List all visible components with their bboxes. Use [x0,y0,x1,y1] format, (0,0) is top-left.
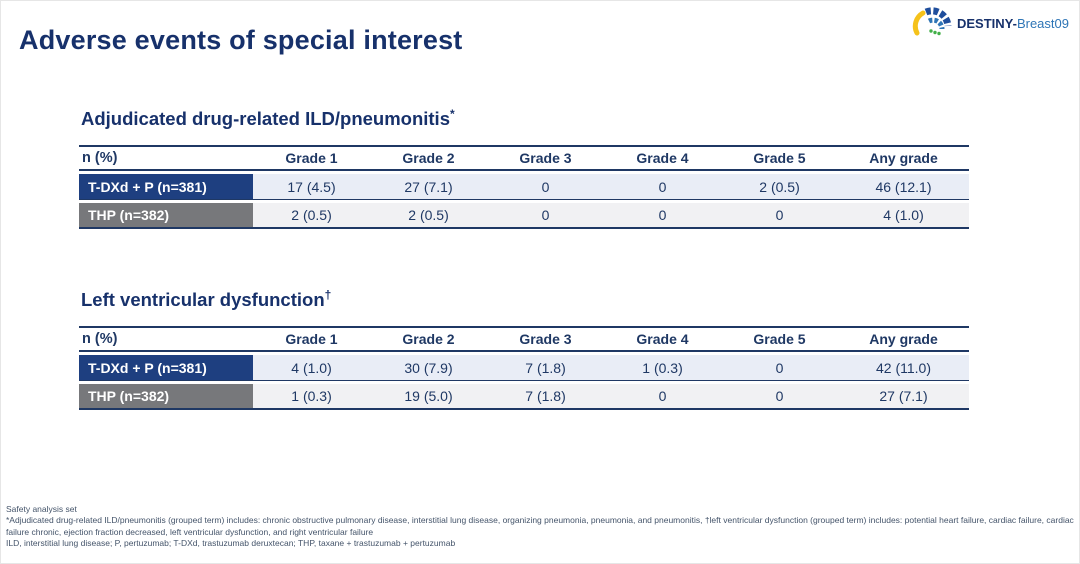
table-title-ild-suffix: * [450,107,455,121]
table-cell: 27 (7.1) [838,384,969,411]
table-cell: 4 (1.0) [253,355,370,382]
table-cell: 7 (1.8) [487,384,604,411]
footnotes: Safety analysis set *Adjudicated drug-re… [6,504,1078,550]
table-cell: 0 [721,384,838,411]
column-header-grade3: Grade 3 [487,145,604,172]
table-cell: 30 (7.9) [370,355,487,382]
column-header-grade4: Grade 4 [604,145,721,172]
table-title-ild-text: Adjudicated drug-related ILD/pneumonitis [81,108,450,130]
table-header-row: n (%) Grade 1 Grade 2 Grade 3 Grade 4 Gr… [79,145,969,172]
table-lv-dysfunction: n (%) Grade 1 Grade 2 Grade 3 Grade 4 Gr… [79,323,969,413]
table-cell: 27 (7.1) [370,174,487,201]
column-header-grade2: Grade 2 [370,326,487,353]
table-cell: 42 (11.0) [838,355,969,382]
table-cell: 0 [604,384,721,411]
column-header-any-grade: Any grade [838,326,969,353]
column-header-n-pct: n (%) [79,326,253,353]
table-title-lvd-suffix: † [324,288,332,302]
table-ild-pneumonitis: n (%) Grade 1 Grade 2 Grade 3 Grade 4 Gr… [79,142,969,232]
table-cell: 7 (1.8) [487,355,604,382]
table-cell: 1 (0.3) [604,355,721,382]
table-cell: 0 [721,203,838,230]
row-header-thp: THP (n=382) [79,203,253,230]
table-header-row: n (%) Grade 1 Grade 2 Grade 3 Grade 4 Gr… [79,326,969,353]
column-header-n-pct: n (%) [79,145,253,172]
row-header-thp: THP (n=382) [79,384,253,411]
table-cell: 2 (0.5) [721,174,838,201]
column-header-grade4: Grade 4 [604,326,721,353]
logo-text-breast09: Breast09 [1016,16,1069,31]
table-title-lvd: Left ventricular dysfunction† [81,288,969,311]
row-header-tdxd: T-DXd + P (n=381) [79,174,253,201]
table-row-thp: THP (n=382) 1 (0.3) 19 (5.0) 7 (1.8) 0 0… [79,384,969,411]
footnote-abbreviations: ILD, interstitial lung disease; P, pertu… [6,538,456,549]
table-cell: 0 [721,355,838,382]
table-cell: 0 [604,174,721,201]
column-header-grade3: Grade 3 [487,326,604,353]
column-header-any-grade: Any grade [838,145,969,172]
row-header-tdxd: T-DXd + P (n=381) [79,355,253,382]
table-cell: 1 (0.3) [253,384,370,411]
table-cell: 19 (5.0) [370,384,487,411]
table-cell: 46 (12.1) [838,174,969,201]
table-cell: 2 (0.5) [370,203,487,230]
footnote-grouped-terms: *Adjudicated drug-related ILD/pneumoniti… [6,515,1074,537]
column-header-grade5: Grade 5 [721,145,838,172]
table-row-thp: THP (n=382) 2 (0.5) 2 (0.5) 0 0 0 4 (1.0… [79,203,969,230]
column-header-grade1: Grade 1 [253,326,370,353]
table-cell: 2 (0.5) [253,203,370,230]
table-cell: 0 [604,203,721,230]
destiny-breast09-logo: DESTINY-Breast09 [912,6,1069,41]
table-cell: 17 (4.5) [253,174,370,201]
table-title-ild: Adjudicated drug-related ILD/pneumonitis… [81,107,969,130]
table-title-lvd-text: Left ventricular dysfunction [81,289,325,311]
table-cell: 4 (1.0) [838,203,969,230]
column-header-grade1: Grade 1 [253,145,370,172]
column-header-grade2: Grade 2 [370,145,487,172]
table-row-tdxd: T-DXd + P (n=381) 17 (4.5) 27 (7.1) 0 0 … [79,174,969,201]
table-cell: 0 [487,203,604,230]
column-header-grade5: Grade 5 [721,326,838,353]
section-lv-dysfunction: Left ventricular dysfunction† n (%) Grad… [79,288,969,413]
logo-text: DESTINY-Breast09 [957,16,1069,31]
table-cell: 0 [487,174,604,201]
page-title: Adverse events of special interest [19,25,463,55]
footnote-safety-set: Safety analysis set [6,504,77,514]
table-row-tdxd: T-DXd + P (n=381) 4 (1.0) 30 (7.9) 7 (1.… [79,355,969,382]
logo-text-destiny: DESTINY- [956,16,1017,31]
destiny-logo-icon [912,6,952,41]
section-ild-pneumonitis: Adjudicated drug-related ILD/pneumonitis… [79,107,969,232]
